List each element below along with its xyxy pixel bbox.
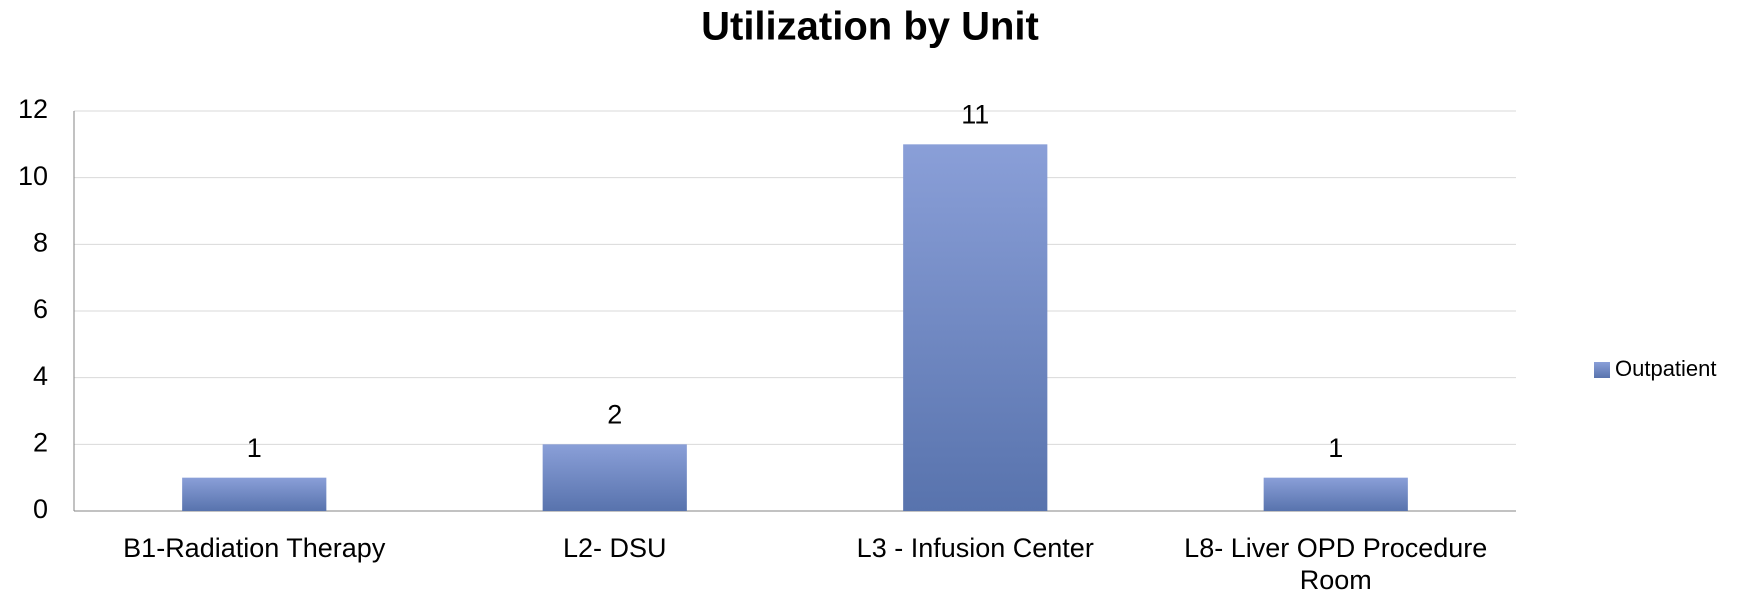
legend-label: Outpatient — [1615, 356, 1717, 381]
x-tick-label: L8- Liver OPD Procedure Room — [1184, 533, 1488, 595]
bar — [542, 444, 687, 511]
chart-title: Utilization by Unit — [701, 5, 1039, 49]
data-label: 1 — [1328, 433, 1343, 463]
x-tick-label: B1-Radiation Therapy — [123, 533, 386, 563]
data-label: 2 — [607, 399, 622, 429]
legend-swatch — [1594, 362, 1610, 378]
bar — [903, 144, 1048, 512]
bar — [1263, 477, 1408, 511]
data-label: 11 — [961, 99, 989, 129]
y-tick-label: 6 — [33, 294, 48, 324]
y-tick-label: 8 — [33, 227, 48, 257]
data-label: 1 — [247, 433, 262, 463]
y-tick-label: 10 — [18, 161, 48, 191]
y-tick-label: 4 — [33, 361, 48, 391]
bar — [182, 477, 327, 511]
y-tick-label: 0 — [33, 494, 48, 524]
y-tick-label: 2 — [33, 427, 48, 457]
y-tick-label: 12 — [18, 94, 48, 124]
x-tick-label: L3 - Infusion Center — [856, 533, 1094, 563]
x-tick-label: L2- DSU — [562, 533, 667, 563]
